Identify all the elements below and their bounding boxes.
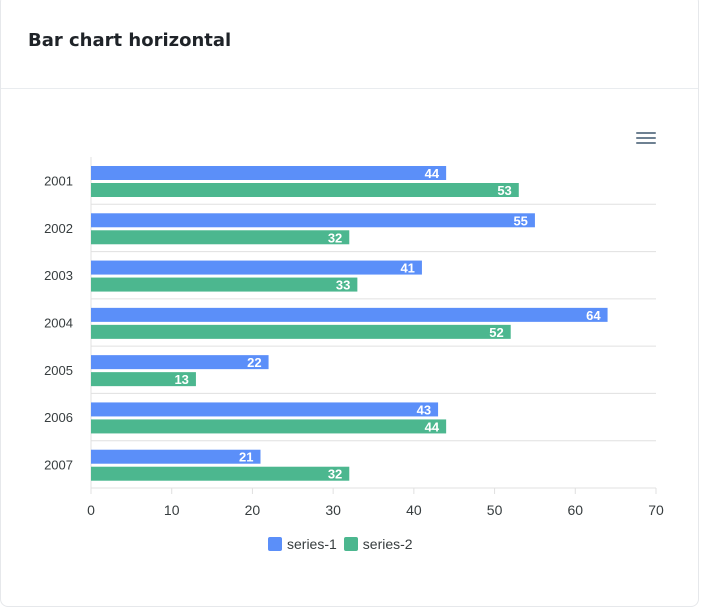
bar-data-label: 21	[239, 450, 253, 465]
y-category-label: 2004	[44, 316, 73, 331]
x-tick-label: 30	[325, 502, 341, 518]
bar-data-label: 32	[328, 230, 342, 245]
bar-series-1	[91, 213, 535, 228]
bar-series-1	[91, 260, 422, 275]
bar-data-label: 44	[425, 419, 440, 434]
y-category-label: 2003	[44, 268, 73, 283]
bar-series-1	[91, 166, 447, 180]
x-tick-label: 0	[87, 502, 95, 518]
legend-item-series-1[interactable]: series-1	[268, 536, 337, 552]
y-category-label: 2002	[44, 221, 73, 236]
x-tick-label: 10	[164, 502, 180, 518]
hamburger-menu-icon[interactable]	[634, 130, 658, 150]
bar-series-2	[91, 419, 447, 434]
y-category-label: 2007	[44, 457, 73, 472]
menu-line-icon	[636, 142, 656, 144]
y-category-label: 2001	[44, 174, 73, 189]
bar-series-2	[91, 372, 196, 387]
bar-data-label: 53	[497, 183, 511, 198]
bar-data-label: 43	[417, 402, 431, 417]
bar-data-label: 44	[425, 166, 440, 181]
legend-label-series-2: series-2	[362, 536, 413, 552]
bar-series-2	[91, 324, 511, 339]
bar-series-1	[91, 402, 439, 417]
menu-line-icon	[636, 132, 656, 134]
y-category-label: 2006	[44, 410, 73, 425]
legend-marker-series-2	[343, 537, 358, 551]
bar-series-1	[91, 449, 261, 464]
x-tick-label: 70	[648, 502, 664, 518]
bar-data-label: 22	[247, 355, 261, 370]
bar-series-2	[91, 466, 350, 481]
chart-legend: series-1 series-2	[268, 536, 420, 552]
bar-data-label: 52	[489, 325, 503, 340]
y-category-label: 2005	[44, 363, 73, 378]
legend-item-series-2[interactable]: series-2	[343, 536, 413, 552]
x-tick-label: 20	[245, 502, 261, 518]
card-title: Bar chart horizontal	[28, 30, 232, 51]
legend-marker-series-1	[268, 537, 282, 551]
bar-series-2	[91, 277, 358, 292]
bar-series-2	[91, 230, 350, 245]
bar-data-label: 55	[513, 213, 527, 228]
x-tick-label: 40	[406, 502, 422, 518]
bar-data-label: 64	[586, 308, 601, 323]
bar-series-1	[91, 355, 269, 370]
menu-line-icon	[636, 137, 656, 139]
x-tick-label: 60	[567, 502, 583, 518]
x-tick-label: 50	[487, 502, 503, 518]
bar-data-label: 41	[400, 261, 414, 276]
bar-data-label: 13	[174, 372, 188, 387]
bar-data-label: 32	[328, 467, 342, 482]
card-header: Bar chart horizontal	[1, 0, 698, 89]
legend-label-series-1: series-1	[287, 536, 337, 552]
bar-series-1	[91, 307, 608, 322]
bar-series-2	[91, 183, 519, 197]
bar-data-label: 33	[336, 278, 350, 293]
